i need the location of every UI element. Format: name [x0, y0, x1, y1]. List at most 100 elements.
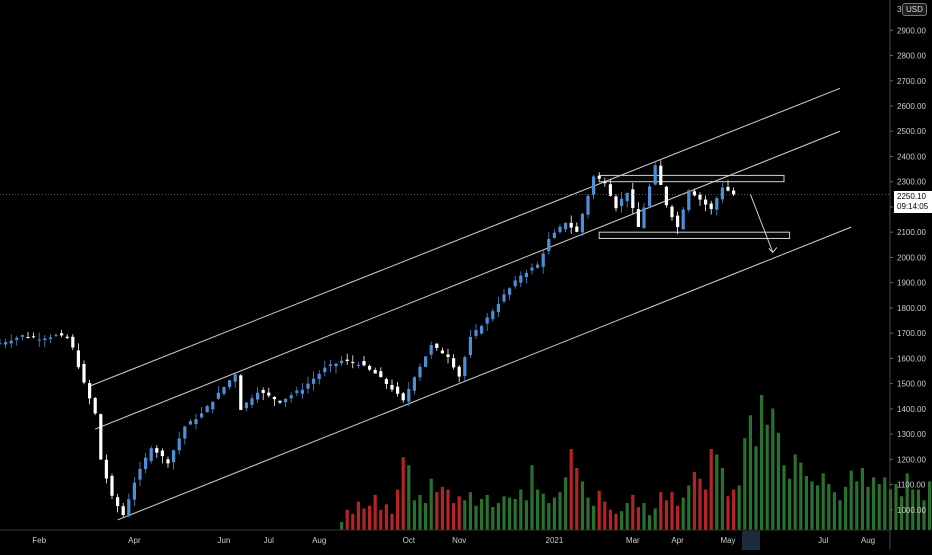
volume-bar [496, 503, 500, 530]
projection-arrow[interactable] [749, 194, 778, 254]
candle [687, 190, 691, 211]
candle [502, 294, 506, 302]
trend-drawings[interactable] [89, 87, 852, 521]
volume-bar [345, 509, 349, 530]
volume-bar [911, 489, 915, 530]
channel-upper-line[interactable] [89, 87, 841, 387]
volume-bar [664, 500, 668, 530]
candle [328, 364, 332, 367]
channel-lower-line[interactable] [117, 226, 852, 521]
candle [620, 198, 624, 207]
candles[interactable] [0, 160, 736, 518]
price-tick-label: 2000.00 [897, 253, 926, 262]
candle [239, 375, 243, 410]
candle [401, 393, 405, 401]
volume-bar [648, 515, 652, 530]
price-tick-label: 2700.00 [897, 77, 926, 86]
volume-bar [351, 513, 355, 530]
current-bar-highlight [742, 531, 760, 550]
candle [485, 317, 489, 324]
candle [536, 264, 540, 268]
candle [575, 226, 579, 232]
volume-bar [704, 489, 708, 530]
time-tick-label: 2021 [546, 536, 564, 545]
arrow-shaft [749, 194, 774, 253]
candle [250, 398, 254, 405]
candle [440, 350, 444, 354]
candle [0, 343, 2, 345]
price-tick-label: 1400.00 [897, 405, 926, 414]
candle [345, 359, 349, 361]
candle [289, 395, 293, 399]
volume-bar [625, 503, 629, 530]
candle [726, 186, 730, 191]
price-tick-label: 1500.00 [897, 380, 926, 389]
candle [272, 396, 276, 400]
volume-bar [838, 500, 842, 530]
volume-bar [860, 467, 864, 530]
candle [480, 325, 484, 334]
volume-bar [844, 486, 848, 530]
candle [300, 389, 304, 394]
volume-bar [681, 497, 685, 530]
candle [110, 475, 114, 496]
candle [676, 215, 680, 228]
last-price-tag: 2250.10 09:14:05 [894, 191, 932, 213]
currency-button[interactable]: USD [902, 3, 927, 16]
volume-bar [508, 497, 512, 530]
time-tick-label: Apr [128, 536, 141, 545]
volume-bar [592, 505, 596, 530]
volume-bar [894, 484, 898, 530]
candle [71, 336, 75, 348]
candle [530, 267, 534, 271]
volume-bar [737, 485, 741, 530]
volume-bar [636, 507, 640, 530]
candle [664, 186, 668, 206]
time-tick-label: Oct [403, 536, 416, 545]
support-box[interactable] [598, 231, 791, 239]
candle [166, 459, 170, 464]
volume-bar [782, 465, 786, 530]
candle [648, 186, 652, 207]
volume-bar [676, 505, 680, 530]
volume-bar [709, 449, 713, 530]
volume-bar [877, 484, 881, 530]
candle [373, 370, 377, 374]
volume-bar [804, 476, 808, 530]
candle [424, 356, 428, 367]
time-tick-label: Aug [312, 536, 326, 545]
candle [340, 360, 344, 364]
price-axis[interactable]: 1000.00 1100.00 1200.00 1300.00 1400.00 1500.… [889, 0, 926, 550]
price-tick-label: 2100.00 [897, 228, 926, 237]
resistance-box[interactable] [598, 174, 785, 183]
channel-middle-line[interactable] [95, 130, 841, 430]
candle [278, 400, 282, 403]
volume-bar [698, 478, 702, 530]
time-tick-label: Feb [32, 536, 46, 545]
candle [88, 383, 92, 399]
candle [317, 373, 321, 379]
candle [513, 280, 517, 287]
volume-bar [799, 462, 803, 530]
price-tick-label: 1600.00 [897, 354, 926, 363]
candle [351, 362, 355, 364]
arrow-head [768, 247, 778, 254]
time-axis[interactable]: Feb Apr Jun Jul Aug Oct Nov 2021 Mar Apr May Jul Aug [0, 529, 890, 550]
candle [558, 226, 562, 232]
volume-bar [340, 521, 344, 530]
volume-bar [922, 500, 926, 530]
volume-bar [916, 489, 920, 530]
volume-bar [631, 494, 635, 530]
candle [228, 380, 232, 388]
candle [32, 336, 36, 338]
volume-bar [547, 503, 551, 530]
volume-bar [872, 477, 876, 530]
volume-bar [720, 467, 724, 530]
volume-bar [855, 481, 859, 530]
volume-bar [810, 481, 814, 530]
volume-bar [760, 395, 764, 530]
price-tick-label: 1800.00 [897, 304, 926, 313]
price-tick-label: 1100.00 [897, 481, 926, 490]
